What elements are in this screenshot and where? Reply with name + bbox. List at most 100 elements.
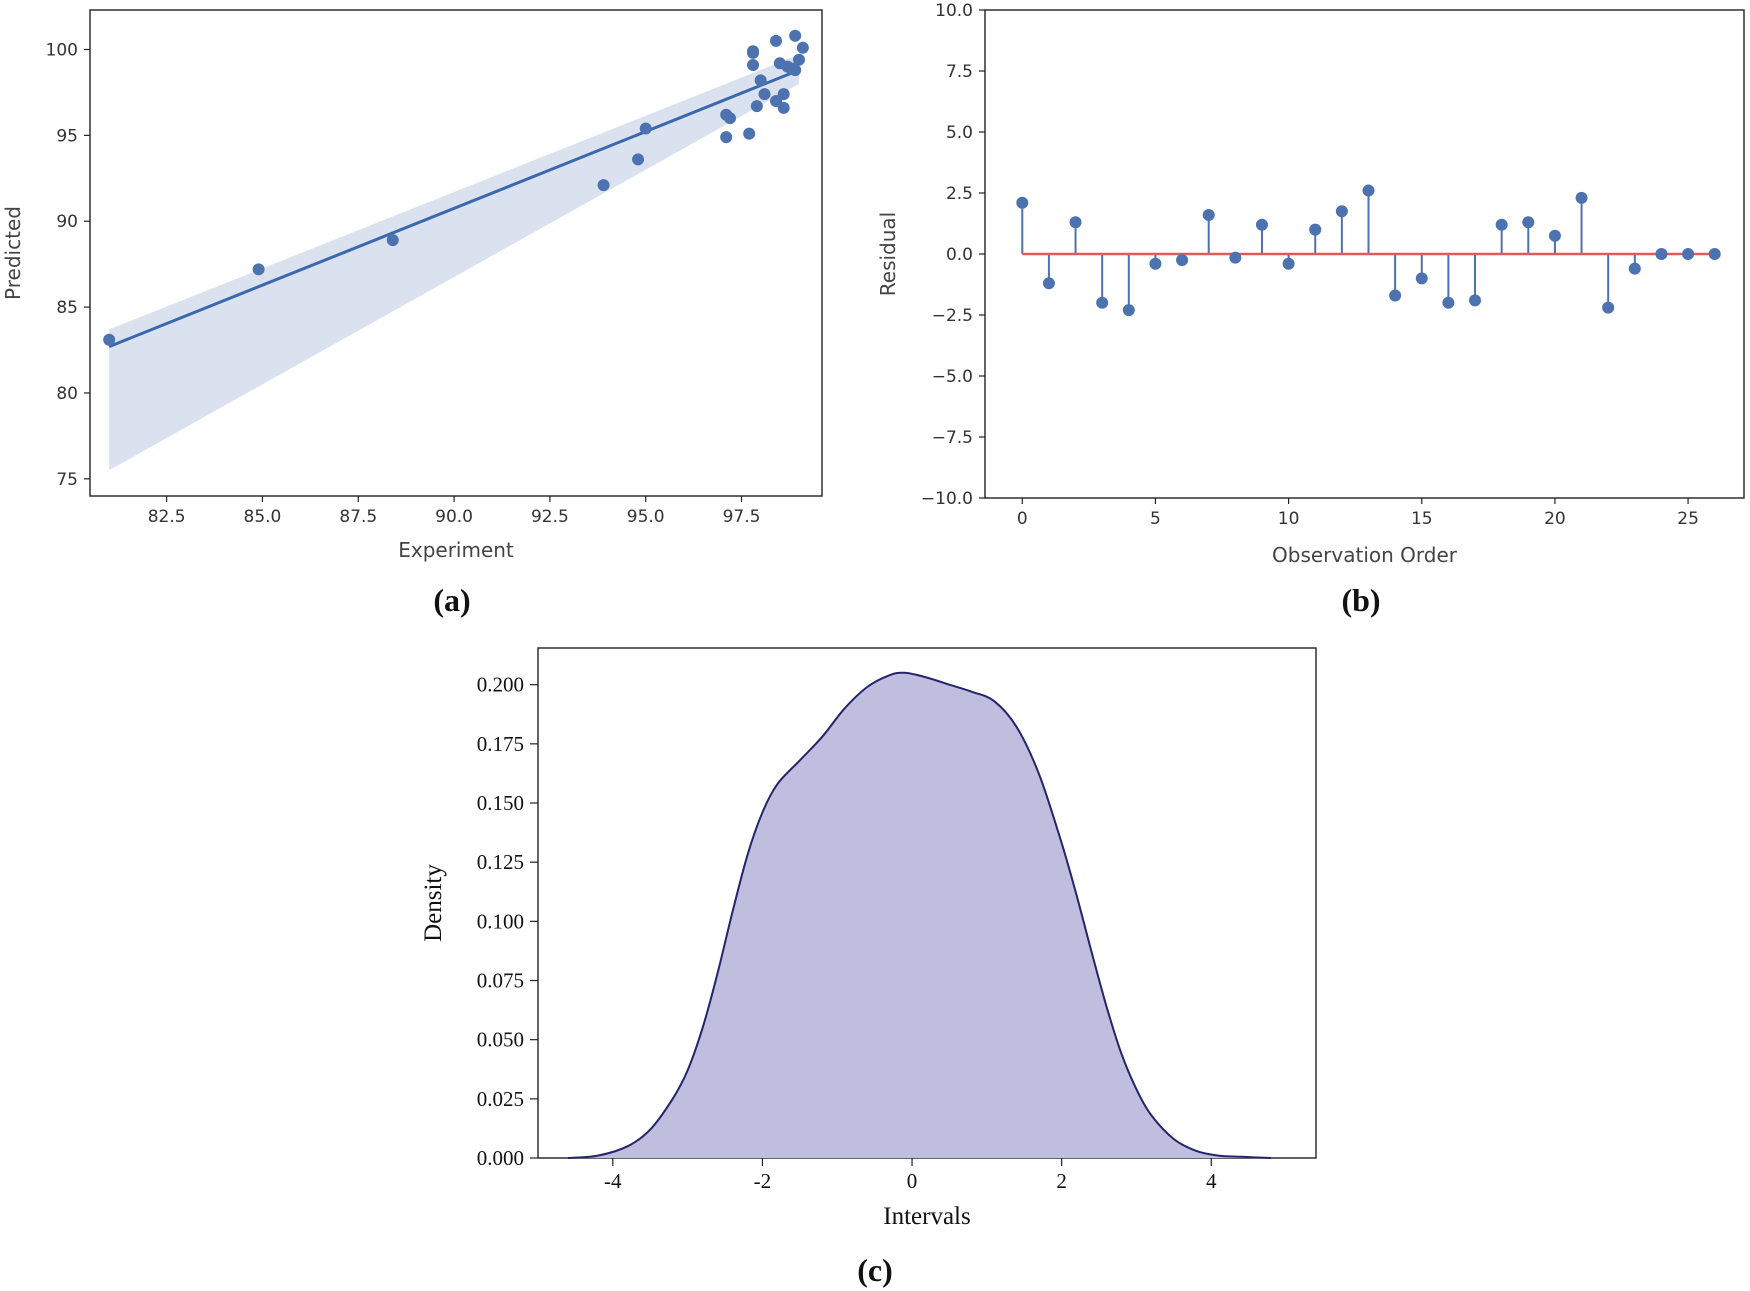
y-tick-label: 0.000 — [477, 1146, 524, 1170]
y-tick-label: 0.150 — [477, 791, 524, 815]
y-axis-label: Predicted — [1, 206, 25, 300]
x-tick-label: 2 — [1056, 1169, 1067, 1193]
x-tick-label: -2 — [754, 1169, 772, 1193]
x-tick-label: 5 — [1150, 509, 1161, 529]
stem-marker — [1176, 254, 1189, 267]
y-axis-label: Density — [420, 864, 447, 942]
data-point — [789, 64, 802, 77]
stem-marker — [1628, 262, 1641, 275]
stem-marker — [1335, 205, 1348, 218]
regression-line — [108, 68, 800, 348]
x-tick-label: 90.0 — [435, 507, 473, 527]
y-tick-label: −5.0 — [932, 367, 973, 387]
stem-marker — [1016, 196, 1029, 209]
x-tick-label: 92.5 — [531, 507, 569, 527]
y-tick-label: 0.025 — [477, 1087, 524, 1111]
y-tick-label: 10.0 — [935, 1, 973, 21]
caption-a: (a) — [433, 582, 470, 618]
stem-marker — [1522, 216, 1535, 229]
data-point — [777, 101, 790, 114]
y-tick-label: 0.125 — [477, 850, 524, 874]
x-tick-label: 82.5 — [148, 507, 186, 527]
density-curve — [567, 671, 1272, 1159]
x-tick-label: 0 — [1017, 509, 1028, 529]
stem-marker — [1362, 184, 1375, 197]
stem-marker — [1122, 304, 1135, 317]
data-point — [758, 88, 771, 101]
confidence-band — [109, 54, 800, 471]
data-point — [777, 88, 790, 101]
x-tick-label: 4 — [1206, 1169, 1217, 1193]
data-point — [720, 131, 733, 144]
stem-marker — [1389, 289, 1402, 302]
stem-marker — [1282, 257, 1295, 270]
stem-marker — [1069, 216, 1082, 229]
x-tick-label: 25 — [1677, 509, 1699, 529]
data-point — [639, 122, 652, 135]
y-tick-label: 85 — [56, 298, 78, 318]
y-axis-label: Residual — [876, 212, 900, 296]
y-tick-label: 0.0 — [946, 245, 973, 265]
caption-b: (b) — [1341, 582, 1380, 618]
stem-marker — [1415, 272, 1428, 285]
y-tick-label: −2.5 — [932, 306, 973, 326]
stem-marker — [1255, 218, 1268, 231]
data-point — [770, 95, 783, 108]
data-point — [789, 29, 802, 42]
x-tick-label: 97.5 — [723, 507, 761, 527]
data-point — [386, 234, 399, 247]
y-tick-label: 0.075 — [477, 969, 524, 993]
panel-a-scatter: 82.5 85.0 87.5 90.0 92.5 95.0 97.5 75 80 85 90 95 10… — [1, 9, 823, 562]
stem-marker — [1682, 248, 1695, 260]
stem-marker — [1495, 218, 1508, 231]
x-tick-label: 15 — [1411, 509, 1433, 529]
caption-c: (c) — [857, 1252, 893, 1288]
y-tick-label: −7.5 — [932, 428, 973, 448]
plot-frame — [89, 9, 823, 497]
data-point — [796, 41, 809, 54]
x-axis-label: Observation Order — [1272, 543, 1458, 567]
x-tick-label: 87.5 — [339, 507, 377, 527]
data-point — [793, 53, 806, 66]
stem-marker — [1575, 191, 1588, 204]
density-fill — [567, 672, 1272, 1158]
data-point — [597, 179, 610, 192]
y-tick-label: 2.5 — [946, 184, 973, 204]
stem-marker — [1548, 229, 1561, 242]
y-tick-label: −10.0 — [921, 489, 973, 509]
y-tick-label: 0.050 — [477, 1028, 524, 1052]
data-point — [103, 333, 116, 346]
data-point — [747, 58, 760, 71]
stem-marker — [1655, 248, 1668, 260]
x-tick-label: 85.0 — [244, 507, 282, 527]
x-tick-label: -4 — [604, 1169, 622, 1193]
y-tick-label: 80 — [56, 384, 78, 404]
x-tick-label: 95.0 — [627, 507, 665, 527]
stem-marker — [1602, 301, 1615, 314]
y-tick-label: 7.5 — [946, 62, 973, 82]
data-point — [724, 112, 737, 125]
data-point — [750, 100, 763, 113]
stem-marker — [1708, 248, 1721, 260]
stem-marker — [1229, 251, 1242, 264]
x-axis-label: Intervals — [883, 1203, 970, 1230]
stem-marker — [1442, 296, 1455, 309]
x-tick-label: 10 — [1278, 509, 1300, 529]
x-tick-label: 20 — [1544, 509, 1566, 529]
stem-marker — [1096, 296, 1109, 309]
y-tick-label: 90 — [56, 212, 78, 232]
y-tick-label: 5.0 — [946, 123, 973, 143]
stem-marker — [1202, 208, 1215, 221]
y-tick-label: 0.100 — [477, 909, 524, 933]
data-point — [743, 127, 756, 140]
x-tick-label: 0 — [907, 1169, 918, 1193]
stem-marker — [1469, 294, 1482, 307]
y-tick-label: 95 — [56, 126, 78, 146]
data-point — [770, 34, 783, 47]
panel-b-stem: 0 5 10 15 20 25 −10.0 −7.5 −5.0 −2.5 0.0 2.5 5.0 7.5 1… — [876, 1, 1745, 567]
stem-marker — [1149, 257, 1162, 270]
x-axis-label: Experiment — [398, 538, 514, 562]
y-tick-label: 0.175 — [477, 732, 524, 756]
y-tick-label: 75 — [56, 470, 78, 490]
